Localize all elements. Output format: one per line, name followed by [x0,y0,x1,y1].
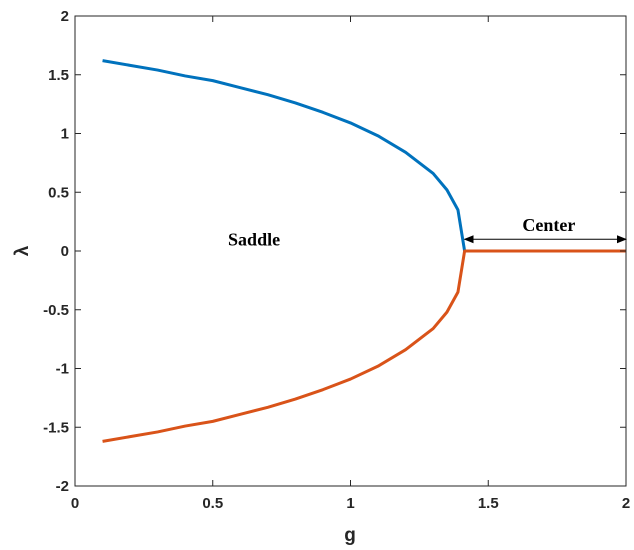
x-tick-label: 2 [622,495,630,512]
annotation-saddle: Saddle [228,229,280,249]
x-tick-label: 1.5 [478,495,499,512]
y-tick-label: 1.5 [48,67,69,84]
y-tick-label: -1 [56,361,69,378]
plot-frame [74,15,627,487]
x-tick-label: 0 [71,495,79,512]
y-tick-label: 0 [61,243,69,260]
y-tick-label: -0.5 [43,302,69,319]
x-axis-label: g [344,525,356,546]
y-axis-label: λ [12,245,33,256]
x-tick-label: 1 [346,495,354,512]
series-layer [102,59,626,443]
series-line-2 [102,249,626,443]
y-tick-label: 0.5 [48,184,69,201]
y-tick-label: 2 [61,8,69,25]
y-tick-label: -1.5 [43,419,69,436]
x-tick-label: 0.5 [202,495,223,512]
annotation-center: Center [522,215,575,235]
series-line-1 [102,59,467,252]
y-tick-label: 1 [61,126,69,143]
y-tick-label: -2 [56,478,69,495]
annotation-layer: Saddle Center [228,215,627,249]
tick-layer: 0 0.5 1 1.5 2 2 1.5 1 0.5 0 -0.5 -1 -1.5 -2 [43,8,630,512]
